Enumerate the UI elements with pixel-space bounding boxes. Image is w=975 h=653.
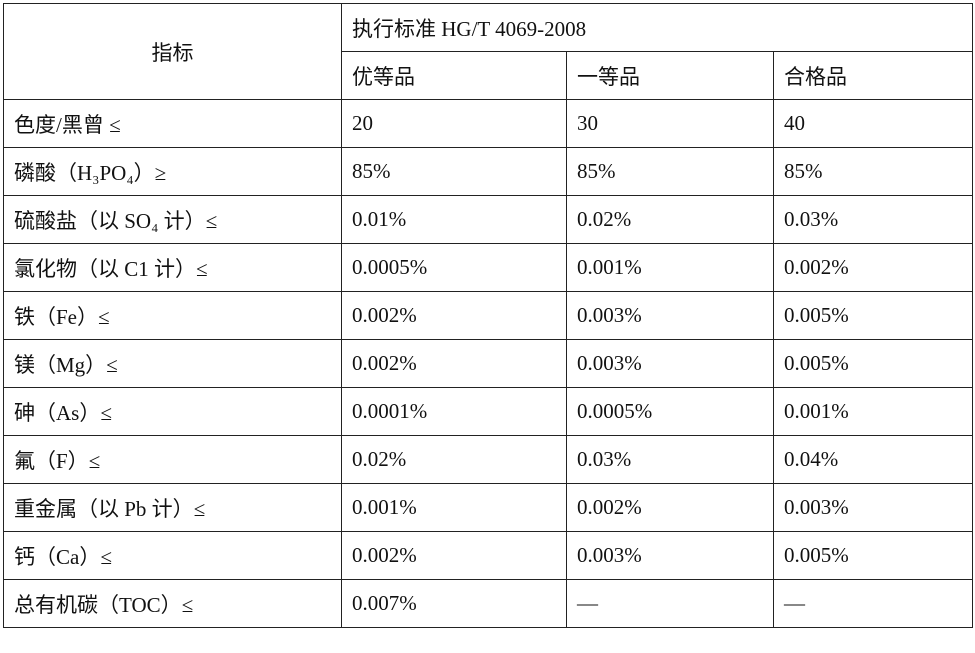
- table-row: 色度/黑曾 ≤20 30 40: [3, 99, 973, 148]
- standard-table: 指标 执行标准 HG/T 4069-2008 优等品 一等品 合格品 色度/黑曾 ≤…: [3, 3, 973, 628]
- value-cell: 40: [773, 99, 973, 148]
- table-row: 氯化物（以 C1 计）≤ 0.0005% 0.001% 0.002%: [3, 243, 973, 292]
- value-cell: 0.007%: [341, 579, 567, 628]
- table-row: 钙（Ca）≤ 0.002% 0.003% 0.005%: [3, 531, 973, 580]
- indicator-cell: 氟（F）≤: [3, 435, 342, 484]
- table-row: 硫酸盐（以 SO₄ 计）≤ 0.01% 0.02% 0.03%: [3, 195, 973, 244]
- value-cell: 0.002%: [341, 531, 567, 580]
- indicator-cell: 重金属（以 Pb 计）≤: [3, 483, 342, 532]
- indicator-cell: 磷酸（H₃PO₄）≥: [3, 147, 342, 196]
- value-cell: 20: [341, 99, 567, 148]
- grade-header: 一等品: [566, 51, 774, 100]
- table-row: 镁（Mg）≤ 0.002% 0.003% 0.005%: [3, 339, 973, 388]
- grade-row: 优等品 一等品 合格品: [4, 51, 973, 100]
- header-title: 指标: [3, 3, 342, 100]
- indicator-cell: 镁（Mg）≤: [3, 339, 342, 388]
- value-cell: 0.0005%: [341, 243, 567, 292]
- value-cell: 0.003%: [566, 531, 774, 580]
- value-cell: 85%: [773, 147, 973, 196]
- value-cell: 0.002%: [341, 291, 567, 340]
- value-cell: —: [566, 579, 774, 628]
- table-row: 砷（As）≤ 0.0001% 0.0005% 0.001%: [3, 387, 973, 436]
- value-cell: 0.001%: [566, 243, 774, 292]
- indicator-cell: 氯化物（以 C1 计）≤: [3, 243, 342, 292]
- value-cell: 0.005%: [773, 339, 973, 388]
- grade-header: 优等品: [341, 51, 567, 100]
- value-cell: —: [773, 579, 973, 628]
- value-cell: 30: [566, 99, 774, 148]
- indicator-cell: 色度/黑曾 ≤: [3, 99, 342, 148]
- table-body: 指标 执行标准 HG/T 4069-2008 优等品 一等品 合格品 色度/黑曾 ≤…: [3, 3, 973, 628]
- value-cell: 0.0005%: [566, 387, 774, 436]
- value-cell: 0.003%: [773, 483, 973, 532]
- value-cell: 0.002%: [341, 339, 567, 388]
- table-row: 氟（F）≤ 0.02% 0.03% 0.04%: [3, 435, 973, 484]
- value-cell: 0.02%: [566, 195, 774, 244]
- value-cell: 0.03%: [566, 435, 774, 484]
- table-row: 磷酸（H₃PO₄）≥ 85% 85% 85%: [3, 147, 973, 196]
- value-cell: 0.04%: [773, 435, 973, 484]
- value-cell: 0.005%: [773, 291, 973, 340]
- grade-header: 合格品: [773, 51, 973, 100]
- value-cell: 0.0001%: [341, 387, 567, 436]
- indicator-cell: 总有机碳（TOC）≤: [3, 579, 342, 628]
- value-cell: 0.03%: [773, 195, 973, 244]
- value-cell: 0.02%: [341, 435, 567, 484]
- indicator-cell: 铁（Fe）≤: [3, 291, 342, 340]
- table-row: 总有机碳（TOC）≤ 0.007% — —: [3, 579, 973, 628]
- value-cell: 0.001%: [341, 483, 567, 532]
- table-row: 重金属（以 Pb 计）≤ 0.001% 0.002% 0.003%: [3, 483, 973, 532]
- indicator-cell: 砷（As）≤: [3, 387, 342, 436]
- value-cell: 0.001%: [773, 387, 973, 436]
- value-cell: 85%: [341, 147, 567, 196]
- value-cell: 0.01%: [341, 195, 567, 244]
- value-cell: 0.002%: [566, 483, 774, 532]
- value-cell: 0.003%: [566, 291, 774, 340]
- value-cell: 0.002%: [773, 243, 973, 292]
- value-cell: 0.003%: [566, 339, 774, 388]
- table-row: 铁（Fe）≤ 0.002% 0.003% 0.005%: [3, 291, 973, 340]
- value-cell: 0.005%: [773, 531, 973, 580]
- value-cell: 85%: [566, 147, 774, 196]
- indicator-cell: 钙（Ca）≤: [3, 531, 342, 580]
- indicator-cell: 硫酸盐（以 SO₄ 计）≤: [3, 195, 342, 244]
- header-row: 指标 执行标准 HG/T 4069-2008: [3, 3, 973, 100]
- header-standard: 执行标准 HG/T 4069-2008: [341, 3, 973, 52]
